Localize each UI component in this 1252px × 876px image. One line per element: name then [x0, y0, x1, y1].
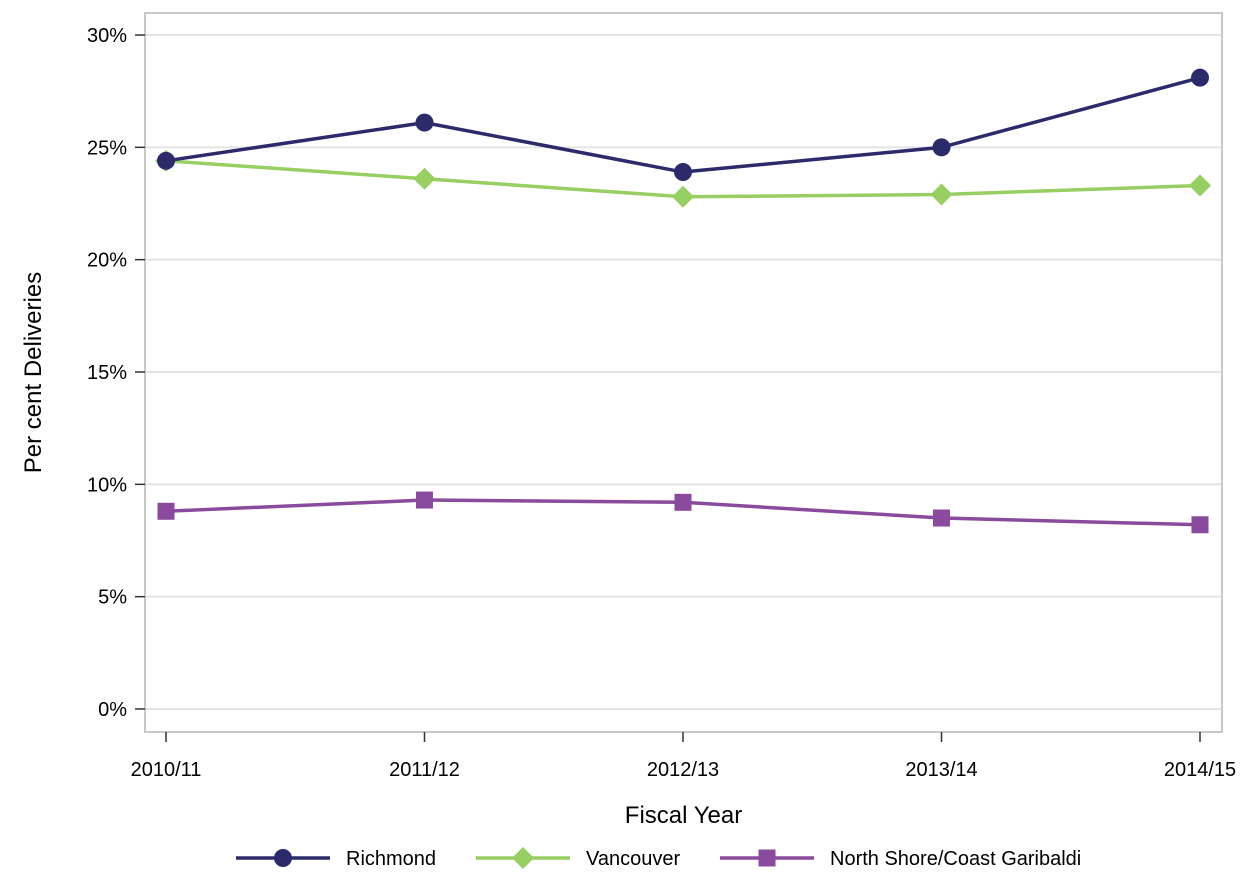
x-tick-label: 2013/14	[905, 759, 977, 781]
data-point	[933, 509, 950, 527]
legend: Richmond Vancouver North Shore/Coast Garib…	[236, 847, 1081, 870]
x-axis-title: Fiscal Year	[625, 802, 742, 829]
x-tick-label: 2012/13	[647, 759, 719, 781]
legend-item-0: Richmond	[236, 848, 436, 870]
legend-marker	[274, 849, 292, 867]
y-tick-label: 30%	[87, 25, 127, 47]
gridlines	[145, 34, 1222, 710]
y-tick-label: 0%	[98, 699, 127, 721]
data-point	[413, 167, 436, 190]
data-point	[1191, 68, 1209, 87]
series-lines	[155, 68, 1211, 534]
legend-label: North Shore/Coast Garibaldi	[830, 848, 1081, 870]
data-point	[157, 151, 175, 170]
axis-ticks: 0% 5% 10% 15% 20% 25% 30% 2010/11 2011/12 2012/13…	[87, 25, 1236, 781]
data-point	[157, 502, 175, 520]
y-tick-label: 20%	[87, 250, 127, 272]
series-2	[157, 491, 1209, 534]
data-point	[674, 493, 692, 511]
y-tick-label: 5%	[98, 587, 127, 609]
y-tick-label: 15%	[87, 362, 127, 384]
data-point	[930, 183, 953, 206]
data-point	[1189, 174, 1211, 197]
data-point	[416, 491, 433, 509]
data-point	[674, 163, 692, 182]
legend-item-2: North Shore/Coast Garibaldi	[720, 848, 1081, 870]
x-tick-label: 2010/11	[131, 759, 202, 781]
data-point	[415, 113, 434, 132]
legend-label: Vancouver	[586, 848, 680, 870]
data-point	[672, 185, 694, 208]
y-tick-label: 10%	[87, 474, 127, 496]
y-axis-title: Per cent Deliveries	[20, 272, 47, 473]
legend-marker	[758, 849, 776, 867]
data-point	[1191, 516, 1209, 534]
legend-label: Richmond	[346, 848, 436, 870]
x-tick-label: 2011/12	[389, 759, 460, 781]
x-tick-label: 2014/15	[1164, 759, 1236, 781]
series-0	[157, 68, 1209, 182]
series-line	[165, 75, 1201, 174]
legend-item-1: Vancouver	[476, 847, 680, 870]
data-point	[932, 138, 951, 157]
y-tick-label: 25%	[87, 137, 127, 159]
legend-marker	[512, 847, 534, 869]
